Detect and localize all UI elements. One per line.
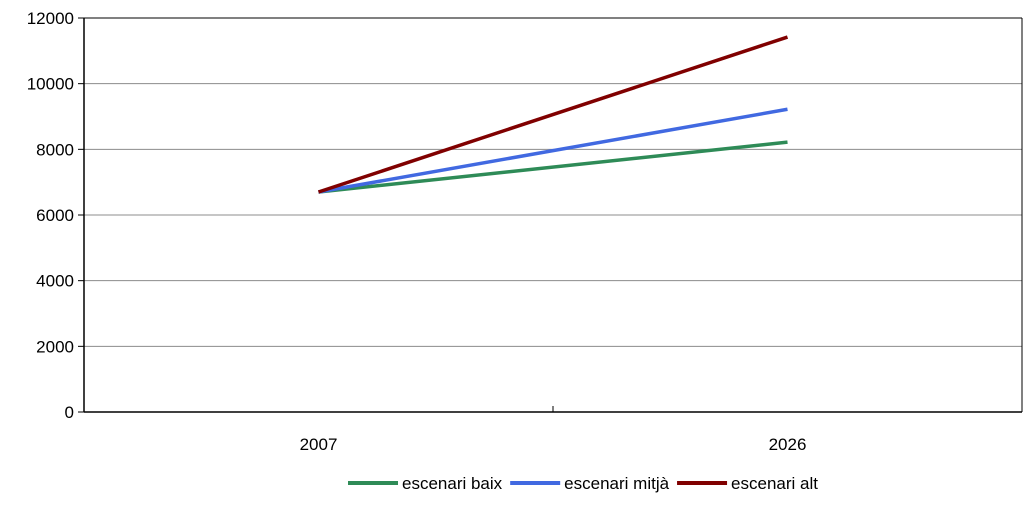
legend-item: escenari baix bbox=[348, 474, 503, 493]
legend: escenari baix escenari mitjà escenari alt bbox=[348, 474, 818, 493]
legend-label: escenari baix bbox=[402, 474, 503, 493]
legend-item: escenari mitjà bbox=[510, 474, 670, 493]
y-tick-label: 2000 bbox=[36, 337, 74, 356]
y-tick-label: 6000 bbox=[36, 206, 74, 225]
legend-label: escenari alt bbox=[731, 474, 818, 493]
x-tick-label: 2026 bbox=[769, 435, 807, 454]
y-tick-label: 4000 bbox=[36, 272, 74, 291]
x-tick-label: 2007 bbox=[300, 435, 338, 454]
axes bbox=[78, 17, 1023, 413]
gridlines bbox=[84, 17, 1022, 347]
series-lines bbox=[317, 35, 789, 194]
y-tick-labels: 0 2000 4000 6000 8000 10000 12000 bbox=[27, 9, 74, 422]
y-tick-label: 8000 bbox=[36, 140, 74, 159]
series-line-0 bbox=[318, 140, 788, 194]
y-tick-label: 0 bbox=[65, 403, 74, 422]
y-tick-label: 12000 bbox=[27, 9, 74, 28]
y-tick-label: 10000 bbox=[27, 75, 74, 94]
legend-item: escenari alt bbox=[677, 474, 818, 493]
series-line-1 bbox=[318, 107, 788, 194]
x-tick-labels: 2007 2026 bbox=[300, 435, 807, 454]
series-line-2 bbox=[317, 35, 789, 194]
legend-label: escenari mitjà bbox=[564, 474, 669, 493]
